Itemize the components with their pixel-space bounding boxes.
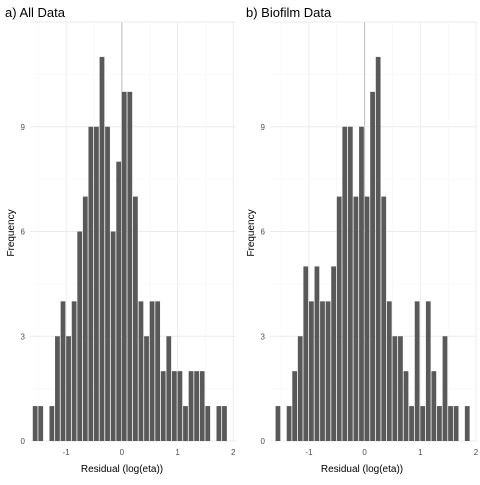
histogram-bar	[55, 336, 60, 441]
histogram-bar	[353, 196, 359, 441]
histogram-bar	[420, 406, 426, 441]
histogram-bar	[409, 406, 414, 441]
histogram-bar	[194, 371, 200, 441]
histogram-bar	[314, 266, 320, 441]
histogram-bar	[60, 301, 66, 441]
panel-title: a) All Data	[5, 5, 66, 20]
bars	[275, 56, 470, 442]
histogram-bar	[375, 56, 381, 442]
histogram-bar	[216, 406, 222, 441]
histogram-bar	[448, 406, 453, 441]
histogram-bar	[38, 406, 44, 441]
y-axis-label: Frequency	[246, 209, 257, 256]
histogram-bar	[82, 196, 88, 441]
histogram-bar	[370, 91, 375, 441]
histogram-bar	[297, 336, 303, 441]
x-tick-labels: -1 0 1 2	[305, 448, 478, 457]
histogram-bar	[403, 371, 409, 441]
histogram-bar	[386, 301, 392, 441]
histogram-bar	[205, 406, 211, 441]
y-tick-label: 9	[261, 123, 266, 132]
histogram-bar	[292, 371, 298, 441]
histogram-bar	[110, 231, 116, 441]
histogram-bar	[121, 91, 127, 441]
histogram-bar	[160, 371, 166, 441]
histogram-bar	[331, 266, 337, 441]
y-axis-label: Frequency	[6, 209, 17, 256]
histogram-bar	[188, 371, 194, 441]
x-tick-labels: -1 0 1 2	[63, 448, 236, 457]
y-tick-label: 9	[21, 123, 26, 132]
histogram-bar	[342, 126, 348, 441]
histogram-bar	[453, 406, 459, 441]
x-tick-label: 0	[362, 448, 367, 457]
y-tick-labels: 0 3 6 9	[261, 123, 266, 446]
x-tick-label: 1	[418, 448, 423, 457]
histogram-bar	[308, 301, 314, 441]
x-axis-label: Residual (log(eta))	[321, 464, 403, 475]
y-tick-label: 3	[261, 332, 266, 341]
y-tick-label: 0	[21, 437, 26, 446]
histogram-bar	[71, 301, 77, 441]
histogram-bar	[381, 196, 387, 441]
bars	[32, 56, 227, 442]
histogram-bar	[133, 196, 138, 441]
histogram-bar	[286, 406, 292, 441]
x-tick-label: -1	[305, 448, 313, 457]
histogram-bar	[177, 371, 183, 441]
histogram-bar	[166, 336, 172, 441]
histogram-bar	[144, 336, 149, 441]
histogram-bar	[320, 301, 325, 441]
histogram-bar	[347, 126, 353, 441]
y-tick-label: 6	[261, 228, 266, 237]
histogram-bar	[127, 91, 133, 441]
histogram-bar	[398, 336, 403, 441]
x-tick-label: 0	[120, 448, 125, 457]
histogram-bar	[437, 406, 442, 441]
histogram-bar	[149, 301, 155, 441]
histogram-bar	[138, 301, 144, 441]
y-tick-label: 3	[21, 332, 26, 341]
histogram-bar	[325, 301, 331, 441]
histogram-bar	[464, 406, 470, 441]
histogram-bar	[66, 336, 71, 441]
histogram-bar	[414, 301, 420, 441]
x-tick-label: 2	[474, 448, 479, 457]
histogram-bar	[222, 406, 227, 441]
histogram-bar	[88, 126, 94, 441]
histogram-bar	[431, 371, 437, 441]
histogram-bar	[199, 371, 205, 441]
x-tick-label: 1	[175, 448, 180, 457]
histogram-bar	[303, 266, 309, 441]
y-tick-label: 0	[261, 437, 266, 446]
histogram-bar	[99, 56, 105, 442]
x-tick-label: -1	[63, 448, 71, 457]
histogram-bar	[155, 301, 161, 441]
histogram-bar	[49, 406, 55, 441]
histogram-bar	[77, 231, 83, 441]
histogram-bar	[359, 126, 364, 441]
panel-title: b) Biofilm Data	[246, 5, 332, 20]
y-tick-label: 6	[21, 228, 26, 237]
x-axis-label: Residual (log(eta))	[81, 464, 163, 475]
histogram-bar	[171, 371, 177, 441]
histogram-bar	[275, 406, 281, 441]
histogram-bar	[442, 336, 448, 441]
x-tick-label: 2	[231, 448, 236, 457]
panel-biofilm-data: b) Biofilm Data 0 3 6 9 -1 0 1 2 Residual (log…	[246, 5, 479, 475]
histogram-bar	[105, 126, 110, 441]
histogram-bar	[116, 161, 122, 441]
histogram-bar	[32, 406, 38, 441]
histogram-bar	[183, 406, 188, 441]
y-tick-labels: 0 3 6 9	[21, 123, 26, 446]
histogram-bar	[364, 196, 370, 441]
histogram-bar	[94, 126, 99, 441]
histogram-bar	[425, 301, 431, 441]
panel-all-data: a) All Data 0 3 6 9 -1 0 1 2 Residual (log(eta…	[5, 5, 236, 475]
histogram-bar	[336, 196, 342, 441]
histogram-bar	[392, 336, 398, 441]
